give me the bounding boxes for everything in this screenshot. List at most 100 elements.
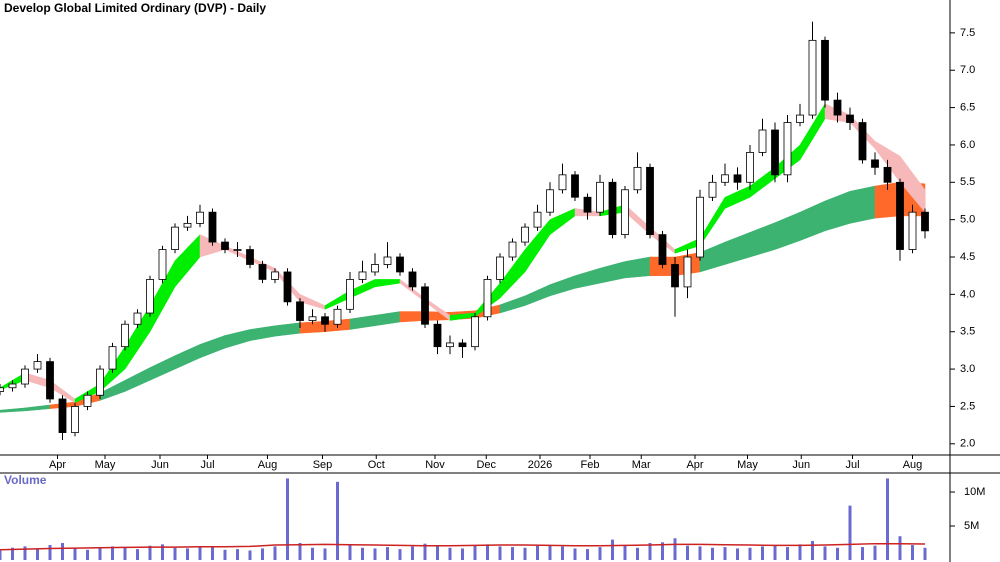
- candle-body: [196, 211, 204, 224]
- x-tick-label: Oct: [368, 459, 385, 471]
- volume-bar: [436, 545, 439, 560]
- volume-bar: [811, 540, 814, 560]
- x-tick-label: Apr: [49, 459, 66, 471]
- candle-body: [408, 271, 417, 288]
- candle-body: [383, 256, 392, 265]
- volume-bar: [886, 478, 889, 560]
- volume-bar: [286, 478, 289, 560]
- volume-bar: [636, 547, 639, 560]
- volume-bar: [611, 539, 614, 560]
- volume-bar: [61, 543, 64, 560]
- volume-bar: [261, 548, 264, 560]
- volume-bar: [186, 548, 189, 560]
- x-tick-label: Jul: [200, 459, 214, 471]
- volume-bar: [586, 549, 589, 560]
- candle-body: [371, 264, 379, 273]
- candle-body: [733, 174, 742, 183]
- candles: [0, 21, 929, 441]
- candle-body: [133, 312, 142, 325]
- y-tick-label: 6.5: [960, 101, 975, 113]
- y-tick-label: 5.0: [960, 214, 975, 226]
- candle-body: [433, 323, 442, 348]
- candle-body: [871, 159, 879, 168]
- y-tick-label: 7.0: [960, 64, 975, 76]
- volume-bar: [0, 549, 2, 560]
- candle-body: [521, 226, 529, 243]
- candle-body: [821, 39, 829, 101]
- candle-body: [771, 129, 779, 176]
- long-ribbon: [849, 185, 876, 224]
- candle-body: [458, 342, 467, 348]
- candle-body: [421, 286, 429, 325]
- volume-bar: [736, 548, 739, 560]
- candle-body: [746, 152, 754, 183]
- candle-body: [146, 279, 154, 314]
- candle-body: [158, 249, 167, 280]
- volume-bar: [161, 544, 164, 560]
- candle-body: [296, 301, 304, 321]
- candle-body: [883, 166, 892, 183]
- candle-body: [571, 174, 579, 198]
- volume-bar: [873, 545, 877, 560]
- x-tick-label: May: [95, 459, 116, 471]
- candle-body: [833, 99, 842, 116]
- volume-bar: [861, 547, 864, 560]
- volume-bar: [486, 544, 489, 560]
- volume-bar: [236, 549, 239, 560]
- volume-bar: [111, 546, 114, 560]
- volume-bar: [423, 543, 427, 560]
- candle-body: [8, 383, 17, 389]
- volume-bar: [723, 547, 727, 560]
- candle-body: [858, 122, 867, 161]
- candle-body: [808, 39, 817, 116]
- volume-bar: [448, 547, 452, 560]
- candle-body: [221, 241, 229, 250]
- candle-body: [533, 211, 542, 228]
- volume-bar: [523, 547, 527, 560]
- candle-body: [496, 256, 504, 280]
- volume-bar: [36, 549, 39, 560]
- volume-bar: [786, 547, 789, 560]
- volume-bar: [323, 548, 327, 560]
- volume-bar: [836, 547, 839, 560]
- candle-body: [558, 174, 567, 191]
- volume-bar: [248, 550, 252, 560]
- x-tick-label: Nov: [425, 459, 445, 471]
- candle-body: [283, 271, 292, 303]
- candle-body: [246, 249, 254, 265]
- candle-body: [646, 166, 654, 235]
- volume-bar: [211, 547, 214, 560]
- volume-tick-label: 10M: [964, 486, 985, 498]
- volume-bar: [361, 547, 364, 560]
- x-tick-label: Aug: [258, 459, 278, 471]
- volume-bar: [173, 547, 177, 560]
- volume-bar: [773, 545, 777, 560]
- volume-bar: [11, 547, 14, 560]
- candle-body: [583, 196, 592, 213]
- volume-bar: [373, 548, 377, 560]
- candle-body: [358, 271, 367, 280]
- volume-bar: [298, 543, 302, 560]
- volume-bar: [136, 549, 139, 560]
- candle-body: [121, 323, 129, 348]
- volume-bar: [848, 505, 852, 560]
- volume-bar: [673, 538, 677, 560]
- volume-panel: [0, 478, 927, 560]
- volume-bar: [573, 548, 577, 560]
- candle-body: [321, 316, 329, 325]
- candle-body: [96, 368, 104, 396]
- volume-bar: [148, 545, 152, 560]
- candle-body: [21, 368, 29, 385]
- x-tick-label: Dec: [476, 459, 496, 471]
- candle-body: [171, 226, 179, 250]
- volume-bar: [398, 549, 402, 560]
- volume-bar: [761, 546, 764, 560]
- y-tick-label: 3.5: [960, 326, 975, 338]
- volume-bar: [498, 546, 502, 560]
- volume-bar: [123, 547, 127, 560]
- candle-body: [921, 211, 929, 232]
- volume-bar: [386, 547, 389, 560]
- volume-bar: [711, 547, 714, 560]
- volume-bar: [698, 546, 702, 560]
